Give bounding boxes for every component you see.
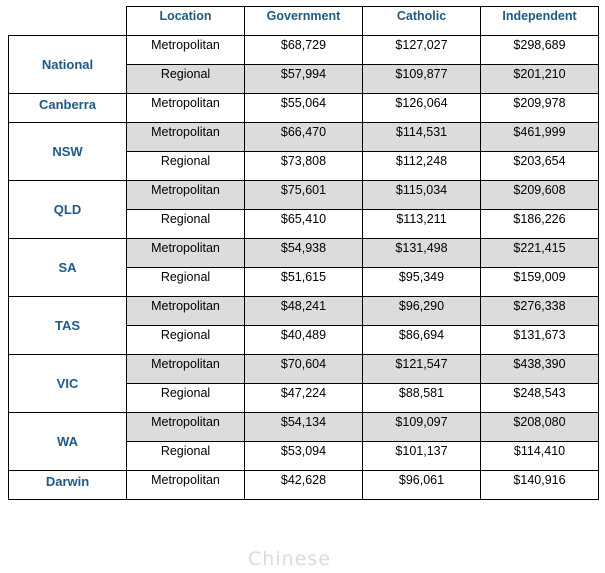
independent-cell: $209,978 bbox=[480, 93, 599, 123]
independent-cell: $461,999 bbox=[480, 122, 599, 152]
independent-cell: $131,673 bbox=[480, 325, 599, 355]
location-cell: Metropolitan bbox=[126, 296, 245, 326]
header-location: Location bbox=[126, 6, 245, 36]
catholic-cell: $126,064 bbox=[362, 93, 481, 123]
government-cell: $53,094 bbox=[244, 441, 363, 471]
independent-cell: $438,390 bbox=[480, 354, 599, 384]
government-cell: $40,489 bbox=[244, 325, 363, 355]
government-cell: $68,729 bbox=[244, 35, 363, 65]
catholic-cell: $121,547 bbox=[362, 354, 481, 384]
table-row: National Metropolitan $68,729 $127,027 $298,… bbox=[8, 35, 599, 94]
catholic-cell: $86,694 bbox=[362, 325, 481, 355]
table-row: Regional $51,615 $95,349 $159,009 bbox=[9, 267, 599, 297]
table-row: VIC Metropolitan $70,604 $121,547 $438,390 bbox=[8, 354, 599, 413]
location-cell: Regional bbox=[126, 383, 245, 413]
header-row: Location Government Catholic Independent bbox=[8, 6, 599, 36]
location-cell: Regional bbox=[126, 267, 245, 297]
table-row: Regional $53,094 $101,137 $114,410 bbox=[9, 441, 599, 471]
independent-cell: $159,009 bbox=[480, 267, 599, 297]
table-body: National Metropolitan $68,729 $127,027 $298,… bbox=[8, 35, 599, 500]
independent-cell: $298,689 bbox=[480, 35, 599, 65]
catholic-cell: $115,034 bbox=[362, 180, 481, 210]
government-cell: $70,604 bbox=[244, 354, 363, 384]
table-row: TAS Metropolitan $48,241 $96,290 $276,338 bbox=[8, 296, 599, 355]
government-cell: $51,615 bbox=[244, 267, 363, 297]
location-cell: Metropolitan bbox=[126, 412, 245, 442]
government-cell: $66,470 bbox=[244, 122, 363, 152]
group-label-national: National bbox=[8, 35, 127, 94]
location-cell: Metropolitan bbox=[126, 470, 245, 500]
catholic-cell: $88,581 bbox=[362, 383, 481, 413]
table-row: Regional $57,994 $109,877 $201,210 bbox=[9, 64, 599, 94]
table-row: NSW Metropolitan $66,470 $114,531 $461,999 bbox=[8, 122, 599, 181]
header-independent: Independent bbox=[480, 6, 599, 36]
government-cell: $57,994 bbox=[244, 64, 363, 94]
catholic-cell: $109,877 bbox=[362, 64, 481, 94]
group-label-vic: VIC bbox=[8, 354, 127, 413]
independent-cell: $201,210 bbox=[480, 64, 599, 94]
school-fees-table: Location Government Catholic Independent… bbox=[8, 6, 599, 500]
group-label-sa: SA bbox=[8, 238, 127, 297]
table-row: Regional $65,410 $113,211 $186,226 bbox=[9, 209, 599, 239]
catholic-cell: $96,290 bbox=[362, 296, 481, 326]
catholic-cell: $95,349 bbox=[362, 267, 481, 297]
independent-cell: $186,226 bbox=[480, 209, 599, 239]
table-row: Regional $73,808 $112,248 $203,654 bbox=[9, 151, 599, 181]
government-cell: $54,134 bbox=[244, 412, 363, 442]
table-row: Regional $47,224 $88,581 $248,543 bbox=[9, 383, 599, 413]
header-government: Government bbox=[244, 6, 363, 36]
location-cell: Regional bbox=[126, 441, 245, 471]
location-cell: Metropolitan bbox=[126, 122, 245, 152]
catholic-cell: $101,137 bbox=[362, 441, 481, 471]
government-cell: $48,241 bbox=[244, 296, 363, 326]
independent-cell: $114,410 bbox=[480, 441, 599, 471]
catholic-cell: $131,498 bbox=[362, 238, 481, 268]
independent-cell: $248,543 bbox=[480, 383, 599, 413]
location-cell: Metropolitan bbox=[126, 35, 245, 65]
group-label-qld: QLD bbox=[8, 180, 127, 239]
government-cell: $65,410 bbox=[244, 209, 363, 239]
location-cell: Metropolitan bbox=[126, 93, 245, 123]
independent-cell: $209,608 bbox=[480, 180, 599, 210]
independent-cell: $140,916 bbox=[480, 470, 599, 500]
government-cell: $75,601 bbox=[244, 180, 363, 210]
table-row: Darwin Metropolitan $42,628 $96,061 $140,916 bbox=[8, 470, 599, 500]
catholic-cell: $113,211 bbox=[362, 209, 481, 239]
catholic-cell: $109,097 bbox=[362, 412, 481, 442]
location-cell: Regional bbox=[126, 151, 245, 181]
group-label-canberra: Canberra bbox=[8, 93, 127, 123]
independent-cell: $208,080 bbox=[480, 412, 599, 442]
group-label-darwin: Darwin bbox=[8, 470, 127, 500]
government-cell: $54,938 bbox=[244, 238, 363, 268]
location-cell: Regional bbox=[126, 325, 245, 355]
catholic-cell: $127,027 bbox=[362, 35, 481, 65]
government-cell: $73,808 bbox=[244, 151, 363, 181]
catholic-cell: $114,531 bbox=[362, 122, 481, 152]
location-cell: Regional bbox=[126, 209, 245, 239]
table-row: Regional $40,489 $86,694 $131,673 bbox=[9, 325, 599, 355]
location-cell: Metropolitan bbox=[126, 180, 245, 210]
government-cell: $42,628 bbox=[244, 470, 363, 500]
group-label-nsw: NSW bbox=[8, 122, 127, 181]
independent-cell: $276,338 bbox=[480, 296, 599, 326]
table-row: WA Metropolitan $54,134 $109,097 $208,080 bbox=[8, 412, 599, 471]
independent-cell: $221,415 bbox=[480, 238, 599, 268]
group-label-tas: TAS bbox=[8, 296, 127, 355]
table-row: SA Metropolitan $54,938 $131,498 $221,415 bbox=[8, 238, 599, 297]
government-cell: $55,064 bbox=[244, 93, 363, 123]
table-row: QLD Metropolitan $75,601 $115,034 $209,608 bbox=[8, 180, 599, 239]
header-catholic: Catholic bbox=[362, 6, 481, 36]
location-cell: Regional bbox=[126, 64, 245, 94]
watermark: Chinese bbox=[248, 548, 331, 570]
catholic-cell: $112,248 bbox=[362, 151, 481, 181]
independent-cell: $203,654 bbox=[480, 151, 599, 181]
location-cell: Metropolitan bbox=[126, 354, 245, 384]
catholic-cell: $96,061 bbox=[362, 470, 481, 500]
government-cell: $47,224 bbox=[244, 383, 363, 413]
header-blank-cell bbox=[8, 6, 127, 36]
group-label-wa: WA bbox=[8, 412, 127, 471]
table-row: Canberra Metropolitan $55,064 $126,064 $209,… bbox=[8, 93, 599, 123]
location-cell: Metropolitan bbox=[126, 238, 245, 268]
